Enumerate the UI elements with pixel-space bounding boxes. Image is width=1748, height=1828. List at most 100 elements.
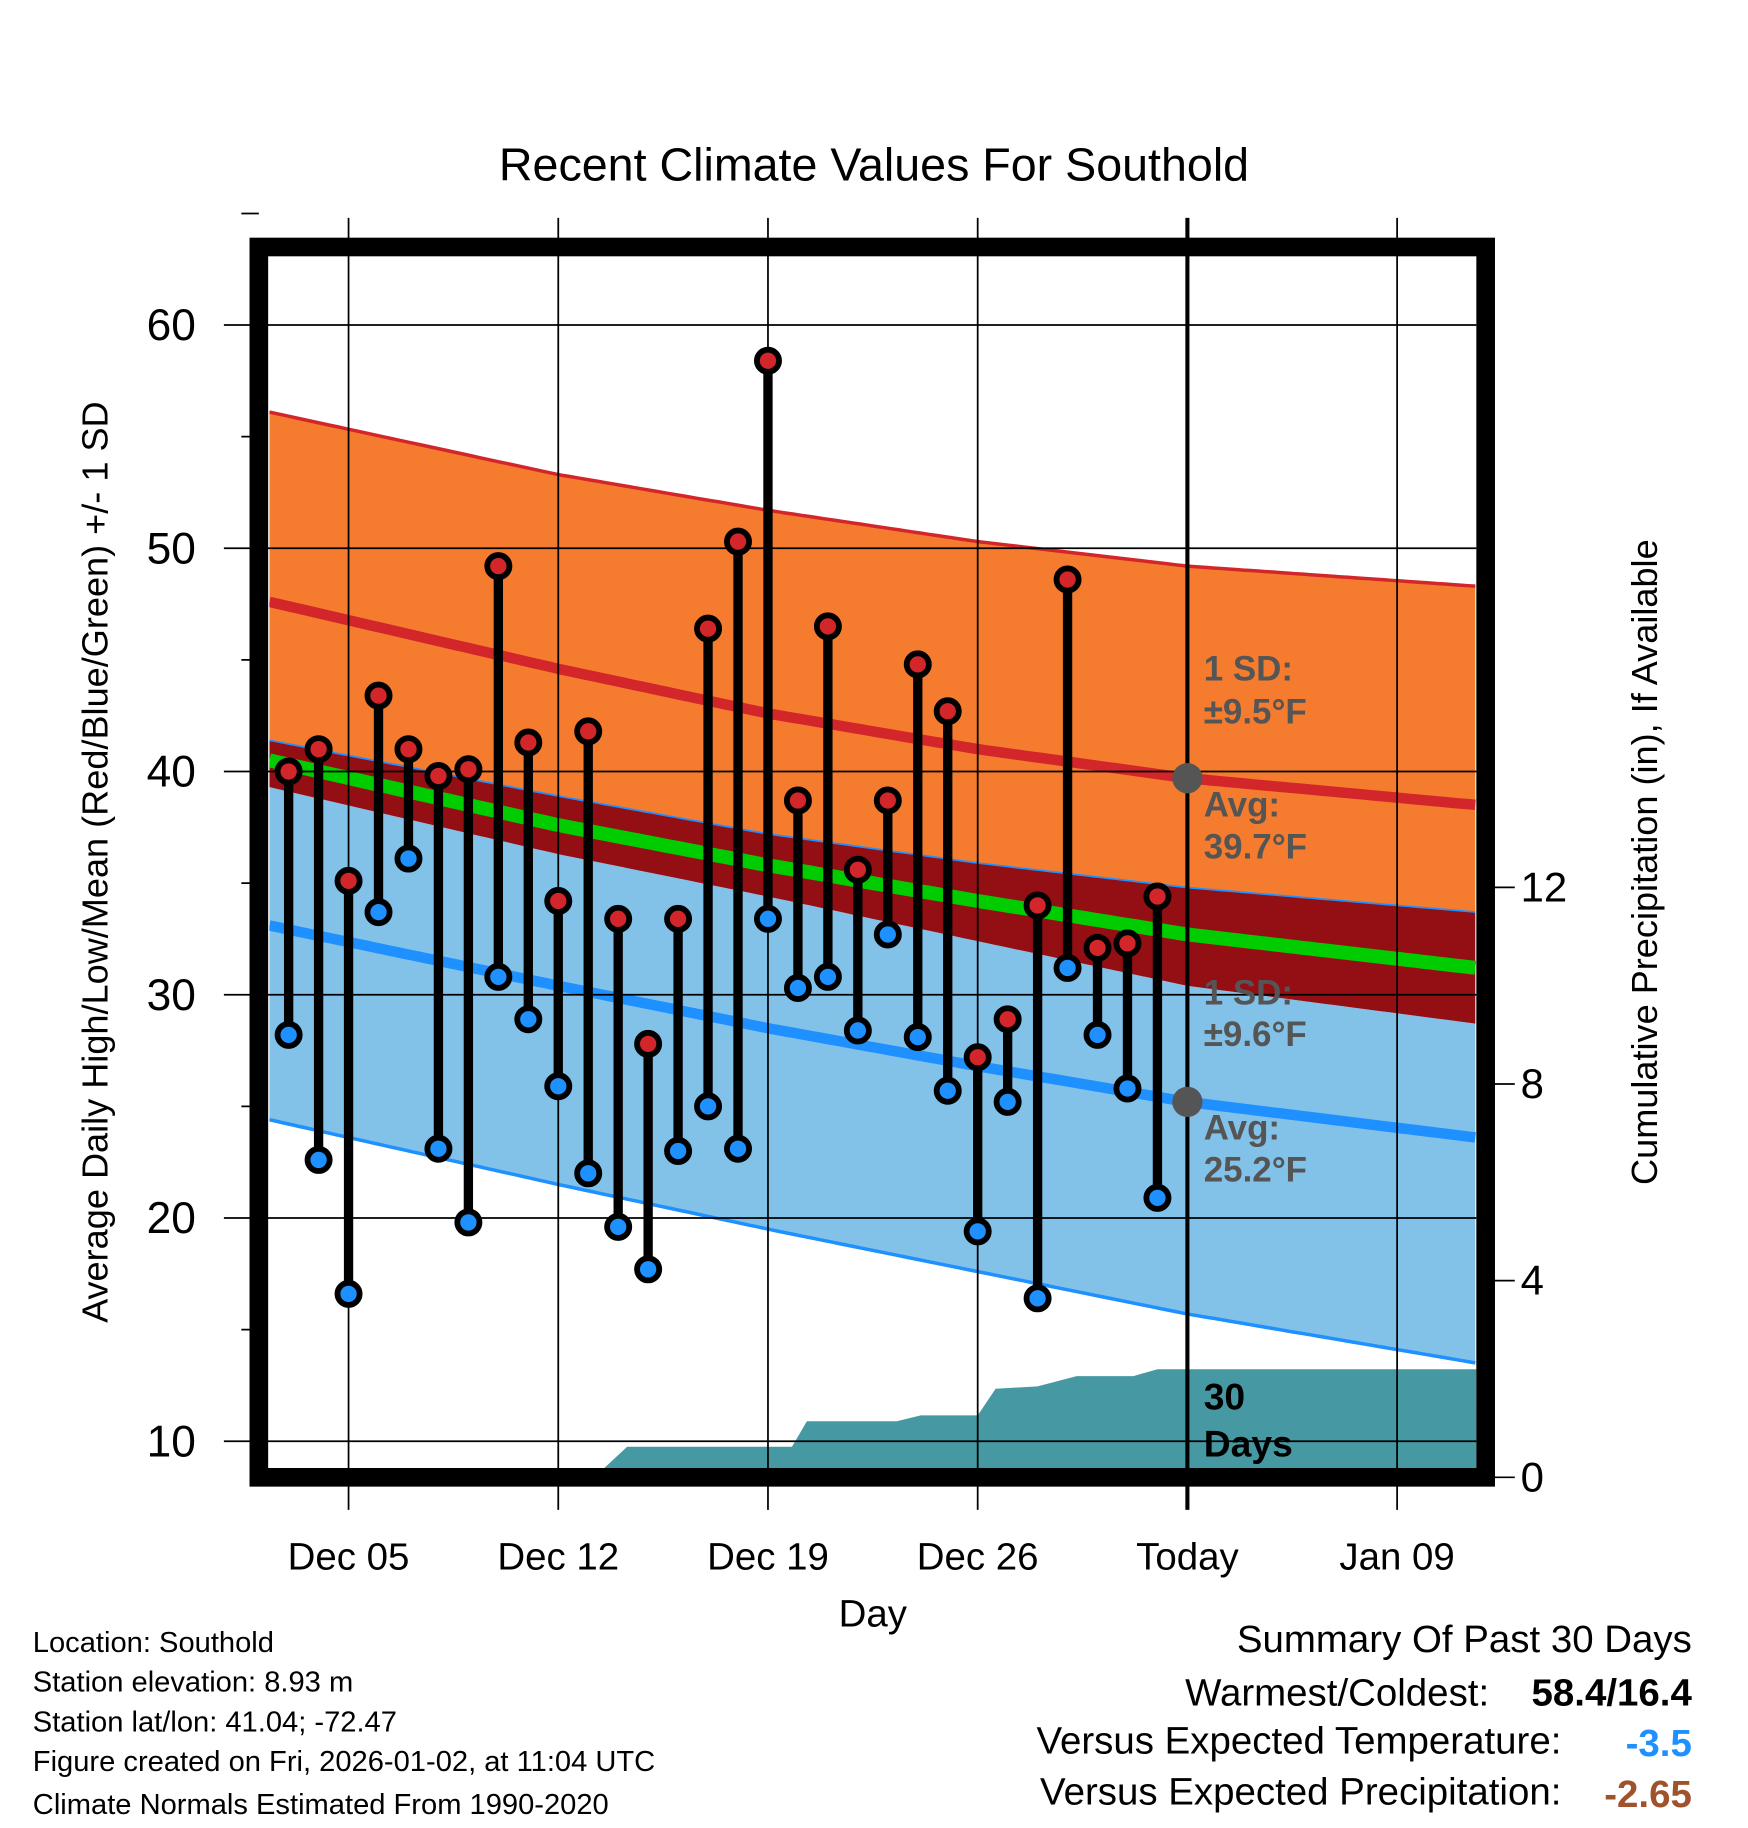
high-temp-marker bbox=[993, 1005, 1022, 1034]
low-temp-marker bbox=[903, 1023, 932, 1052]
low-temp-marker bbox=[813, 962, 842, 991]
low-temp-marker bbox=[783, 974, 812, 1003]
x-tick-label: Dec 26 bbox=[917, 1535, 1039, 1578]
high-temp-marker bbox=[933, 697, 962, 726]
low-temp-marker bbox=[694, 1092, 723, 1121]
low-temp-marker bbox=[544, 1072, 573, 1101]
low-temp-marker bbox=[424, 1134, 453, 1163]
summary-panel: Summary Of Past 30 Days Warmest/Coldest:… bbox=[1036, 1618, 1692, 1816]
low-temp-marker bbox=[1083, 1020, 1112, 1049]
y2-tick-label: 0 bbox=[1521, 1453, 1544, 1500]
high-temp-marker bbox=[334, 866, 363, 895]
high-temp-marker bbox=[694, 614, 723, 643]
high-sd-label: 1 SD: bbox=[1204, 649, 1293, 688]
high-avg-line bbox=[269, 596, 1476, 811]
low-temp-marker bbox=[634, 1255, 663, 1284]
x-tick-label: Today bbox=[1136, 1535, 1239, 1578]
low-temp-marker bbox=[753, 904, 782, 933]
info-location: Location: Southold bbox=[33, 1627, 274, 1659]
low-temp-marker bbox=[873, 920, 902, 949]
high-temp-marker bbox=[1113, 929, 1142, 958]
high-temp-marker bbox=[753, 346, 782, 375]
high-temp-marker bbox=[634, 1029, 663, 1058]
x-axis-label: Day bbox=[839, 1592, 908, 1635]
high-temp-marker bbox=[783, 786, 812, 815]
high-temp-marker bbox=[1143, 882, 1172, 911]
high-temp-marker bbox=[813, 612, 842, 641]
high-temp-marker bbox=[544, 887, 573, 915]
summary-temp-value: -3.5 bbox=[1626, 1722, 1692, 1765]
low-temp-marker bbox=[1113, 1074, 1142, 1103]
y-tick-label: 50 bbox=[147, 524, 196, 573]
low-temp-marker bbox=[334, 1279, 363, 1308]
info-latlon: Station lat/lon: 41.04; -72.47 bbox=[33, 1706, 397, 1738]
info-elevation: Station elevation: 8.93 m bbox=[33, 1667, 353, 1699]
high-temp-marker bbox=[304, 735, 333, 764]
high-temp-marker bbox=[664, 904, 693, 933]
window-count-label: 30 bbox=[1204, 1376, 1245, 1418]
low-temp-marker bbox=[484, 962, 513, 991]
low-avg-label: Avg: bbox=[1204, 1108, 1280, 1147]
low-temp-marker bbox=[843, 1016, 872, 1045]
info-created: Figure created on Fri, 2026-01-02, at 11… bbox=[33, 1746, 655, 1778]
high-temp-marker bbox=[484, 552, 513, 581]
high-plus-sd-line bbox=[269, 410, 1476, 588]
plot-frame bbox=[249, 237, 1495, 1487]
high-temp-marker bbox=[454, 755, 483, 784]
y2-tick-label: 8 bbox=[1521, 1060, 1544, 1107]
low-temp-marker bbox=[993, 1087, 1022, 1116]
low-temp-marker bbox=[933, 1076, 962, 1105]
high-temp-marker bbox=[424, 761, 453, 790]
low-temp-marker bbox=[274, 1020, 303, 1049]
window-unit-label: Days bbox=[1204, 1422, 1293, 1464]
low-avg-value: 25.2°F bbox=[1204, 1150, 1307, 1189]
y-tick-label: 30 bbox=[147, 971, 196, 1020]
summary-precip-label: Versus Expected Precipitation: bbox=[1040, 1771, 1561, 1814]
today-low-avg-marker bbox=[1172, 1086, 1203, 1118]
y2-tick-label: 12 bbox=[1521, 863, 1568, 910]
x-tick-label: Dec 19 bbox=[707, 1535, 829, 1578]
low-temp-marker bbox=[963, 1217, 992, 1246]
low-temp-marker bbox=[574, 1159, 603, 1188]
high-temp-marker bbox=[274, 757, 303, 786]
low-temp-marker bbox=[664, 1137, 693, 1165]
low-temp-marker bbox=[454, 1208, 483, 1237]
x-tick-label: Jan 09 bbox=[1339, 1535, 1454, 1578]
high-temp-marker bbox=[364, 681, 393, 710]
low-temp-marker bbox=[724, 1134, 752, 1163]
high-normal-band bbox=[269, 412, 1476, 913]
low-temp-marker bbox=[1143, 1183, 1172, 1212]
chart-title: Recent Climate Values For Southold bbox=[499, 139, 1249, 191]
low-temp-marker bbox=[1053, 953, 1082, 982]
y-tick-label: 10 bbox=[147, 1417, 196, 1466]
low-sd-value: ±9.6°F bbox=[1204, 1015, 1307, 1054]
y-tick-label: 40 bbox=[147, 748, 196, 797]
high-temp-marker bbox=[394, 735, 423, 764]
y2-axis-label: Cumulative Precipitation (in), If Availa… bbox=[1624, 539, 1665, 1185]
high-temp-marker bbox=[1083, 933, 1112, 962]
summary-warmest-value: 58.4/16.4 bbox=[1532, 1672, 1693, 1715]
high-temp-marker bbox=[1053, 565, 1082, 594]
low-normal-band bbox=[269, 787, 1476, 1363]
summary-precip-value: -2.65 bbox=[1604, 1773, 1692, 1816]
high-temp-marker bbox=[903, 650, 932, 679]
precip-area bbox=[604, 1369, 1477, 1468]
low-temp-marker bbox=[514, 1005, 543, 1034]
high-temp-marker bbox=[963, 1043, 992, 1072]
summary-warmest-label: Warmest/Coldest: bbox=[1185, 1672, 1489, 1715]
high-sd-value: ±9.5°F bbox=[1204, 693, 1307, 732]
high-avg-label: Avg: bbox=[1204, 786, 1280, 825]
high-avg-value: 39.7°F bbox=[1204, 828, 1307, 867]
high-temp-marker bbox=[724, 527, 752, 556]
low-temp-marker bbox=[1023, 1284, 1052, 1313]
high-temp-marker bbox=[873, 786, 902, 815]
y-axis-label: Average Daily High/Low/Mean (Red/Blue/Gr… bbox=[74, 401, 115, 1323]
low-temp-marker bbox=[604, 1212, 633, 1241]
today-high-avg-marker bbox=[1172, 763, 1203, 794]
summary-title: Summary Of Past 30 Days bbox=[1237, 1618, 1692, 1661]
low-temp-marker bbox=[364, 898, 393, 927]
high-temp-marker bbox=[843, 855, 872, 884]
station-info: Location: Southold Station elevation: 8.… bbox=[33, 1627, 655, 1821]
summary-temp-label: Versus Expected Temperature: bbox=[1036, 1719, 1561, 1762]
